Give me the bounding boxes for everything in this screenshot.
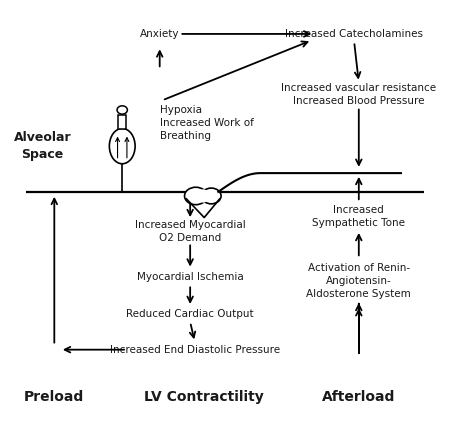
Ellipse shape bbox=[117, 106, 128, 114]
Text: Anxiety: Anxiety bbox=[140, 29, 180, 39]
Text: LV Contractility: LV Contractility bbox=[145, 390, 264, 405]
Text: Reduced Cardiac Output: Reduced Cardiac Output bbox=[127, 309, 254, 320]
Text: Increased Myocardial
O2 Demand: Increased Myocardial O2 Demand bbox=[135, 220, 246, 243]
Ellipse shape bbox=[201, 188, 221, 204]
Ellipse shape bbox=[184, 187, 207, 205]
Ellipse shape bbox=[109, 128, 135, 164]
FancyBboxPatch shape bbox=[118, 115, 127, 130]
Text: Increased
Sympathetic Tone: Increased Sympathetic Tone bbox=[312, 205, 405, 228]
Text: Increased Catecholamines: Increased Catecholamines bbox=[285, 29, 423, 39]
Text: Activation of Renin-
Angiotensin-
Aldosterone System: Activation of Renin- Angiotensin- Aldost… bbox=[306, 263, 411, 299]
Ellipse shape bbox=[197, 189, 209, 203]
Text: Hypoxia
Increased Work of
Breathing: Hypoxia Increased Work of Breathing bbox=[160, 105, 254, 141]
Text: Alveolar
Space: Alveolar Space bbox=[14, 131, 72, 161]
Text: Increased vascular resistance
Increased Blood Pressure: Increased vascular resistance Increased … bbox=[281, 83, 437, 106]
Text: Myocardial Ischemia: Myocardial Ischemia bbox=[137, 272, 244, 282]
Text: Afterload: Afterload bbox=[322, 390, 395, 405]
Text: Increased End Diastolic Pressure: Increased End Diastolic Pressure bbox=[110, 345, 280, 354]
Text: Preload: Preload bbox=[24, 390, 84, 405]
